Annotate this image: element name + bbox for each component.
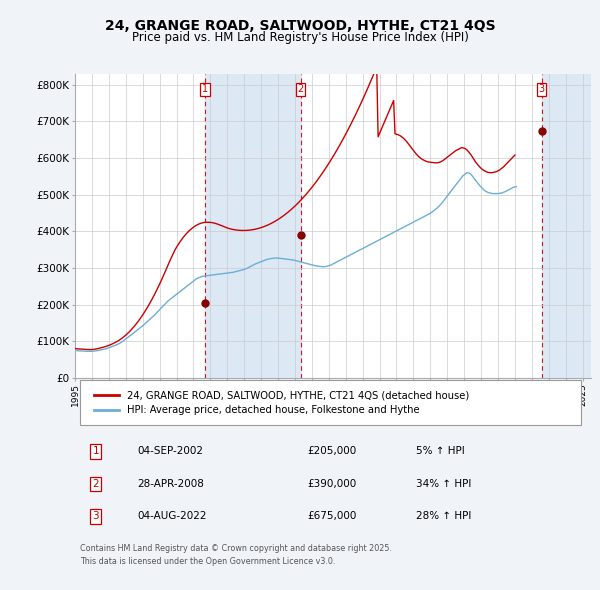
Text: 04-SEP-2002: 04-SEP-2002 bbox=[137, 447, 203, 457]
Text: 1: 1 bbox=[92, 447, 99, 457]
Legend: 24, GRANGE ROAD, SALTWOOD, HYTHE, CT21 4QS (detached house), HPI: Average price,: 24, GRANGE ROAD, SALTWOOD, HYTHE, CT21 4… bbox=[91, 386, 473, 419]
Text: Contains HM Land Registry data © Crown copyright and database right 2025.
This d: Contains HM Land Registry data © Crown c… bbox=[80, 544, 392, 566]
Text: 28-APR-2008: 28-APR-2008 bbox=[137, 479, 204, 489]
Text: 2: 2 bbox=[92, 479, 99, 489]
Text: 28% ↑ HPI: 28% ↑ HPI bbox=[416, 512, 471, 522]
Text: £675,000: £675,000 bbox=[307, 512, 356, 522]
Bar bbox=[542, 74, 591, 378]
Text: 2: 2 bbox=[298, 84, 304, 94]
Text: 1: 1 bbox=[202, 84, 208, 94]
Text: 24, GRANGE ROAD, SALTWOOD, HYTHE, CT21 4QS: 24, GRANGE ROAD, SALTWOOD, HYTHE, CT21 4… bbox=[104, 19, 496, 33]
Bar bbox=[205, 74, 301, 378]
Text: £390,000: £390,000 bbox=[307, 479, 356, 489]
Text: 34% ↑ HPI: 34% ↑ HPI bbox=[416, 479, 471, 489]
Text: Price paid vs. HM Land Registry's House Price Index (HPI): Price paid vs. HM Land Registry's House … bbox=[131, 31, 469, 44]
Text: 3: 3 bbox=[539, 84, 545, 94]
Text: 04-AUG-2022: 04-AUG-2022 bbox=[137, 512, 206, 522]
Text: £205,000: £205,000 bbox=[307, 447, 356, 457]
FancyBboxPatch shape bbox=[80, 381, 581, 425]
Text: 3: 3 bbox=[92, 512, 99, 522]
Text: 5% ↑ HPI: 5% ↑ HPI bbox=[416, 447, 464, 457]
